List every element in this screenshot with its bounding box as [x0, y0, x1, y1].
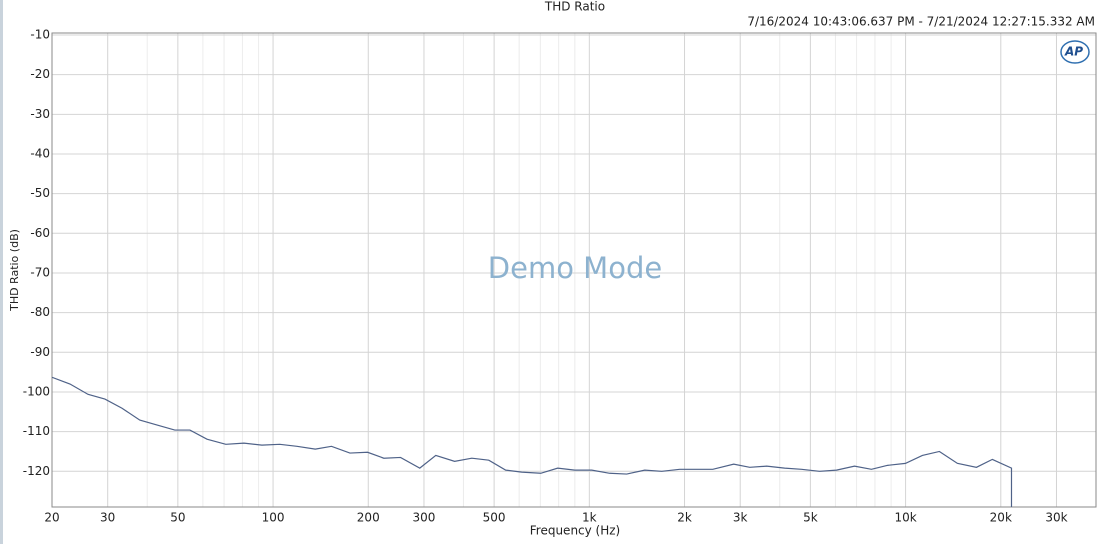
chart-title: THD Ratio [544, 0, 605, 14]
x-tick-label: 30 [100, 511, 115, 525]
y-tick-label: -50 [30, 186, 50, 200]
y-tick-label: -40 [30, 146, 50, 160]
x-tick-label: 20 [44, 511, 59, 525]
x-tick-label: 300 [413, 511, 436, 525]
timestamp: 7/16/2024 10:43:06.637 PM - 7/21/2024 12… [747, 15, 1095, 29]
y-tick-label: -90 [30, 345, 50, 359]
watermark: Demo Mode [488, 251, 662, 285]
y-tick-label: -30 [30, 107, 50, 121]
y-tick-label: -70 [30, 265, 50, 279]
x-tick-label: 5k [803, 511, 818, 525]
data-line [52, 376, 1013, 507]
window-edge [0, 0, 3, 544]
y-tick-label: -100 [23, 384, 50, 398]
x-tick-label: 500 [483, 511, 506, 525]
x-tick-label: 10k [894, 511, 916, 525]
x-tick-label: 2k [677, 511, 692, 525]
x-axis-label: Frequency (Hz) [530, 524, 621, 538]
x-tick-label: 50 [170, 511, 185, 525]
y-tick-label: -80 [30, 305, 50, 319]
y-tick-label: -20 [30, 67, 50, 81]
x-tick-label: 100 [262, 511, 285, 525]
x-tick-label: 200 [357, 511, 380, 525]
x-tick-label: 30k [1045, 511, 1067, 525]
x-tick-label: 20k [990, 511, 1012, 525]
y-axis-label: THD Ratio (dB) [8, 229, 21, 312]
y-tick-label: -10 [30, 27, 50, 41]
grid [51, 33, 1096, 507]
logo: AP [1064, 45, 1083, 59]
x-tick-label: 3k [733, 511, 748, 525]
y-tick-label: -60 [30, 226, 50, 240]
x-tick-label: 1k [582, 511, 597, 525]
y-tick-label: -110 [23, 424, 50, 438]
plot-frame [51, 32, 1097, 508]
y-tick-label: -120 [23, 464, 50, 478]
logo-ring [1060, 40, 1090, 64]
